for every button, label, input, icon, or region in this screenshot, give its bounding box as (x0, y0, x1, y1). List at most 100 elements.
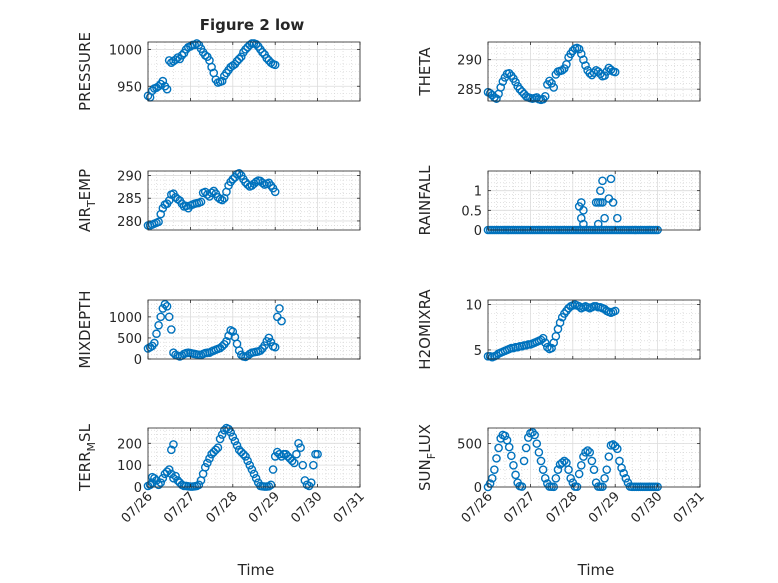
data-point (147, 472, 157, 482)
data-point (260, 341, 269, 350)
data-point (281, 449, 291, 459)
y-axis-label: TERRMSL (76, 423, 98, 492)
data-point (209, 447, 219, 457)
data-point (205, 454, 214, 463)
y-tick-label: 200 (117, 437, 142, 452)
x-tick-label: 07/28 (204, 489, 241, 526)
subplot-6: 5 10 H2OMIXRA (416, 289, 701, 370)
data-point (600, 474, 609, 483)
y-tick-label: 5 (474, 344, 482, 359)
data-point (217, 342, 227, 351)
data-point (509, 461, 518, 470)
data-point (292, 449, 301, 459)
data-point (270, 452, 280, 461)
data-point (243, 180, 252, 189)
x-tick-label: 07/30 (288, 489, 325, 526)
data-point (593, 67, 603, 76)
x-tick-label: 07/29 (246, 489, 283, 526)
data-point (194, 480, 204, 490)
data-point (258, 48, 267, 57)
data-point (598, 198, 607, 207)
data-point (500, 431, 510, 441)
data-point (504, 442, 514, 452)
data-point (532, 439, 542, 448)
y-axis-label: RAINFALL (416, 165, 434, 236)
y-axis-label: MIXDEPTH (76, 290, 94, 368)
data-point (232, 56, 242, 66)
y-axis-label-main: RAINFALL (416, 165, 434, 236)
y-axis-label: AIRTEMP (76, 169, 98, 232)
y-tick-label: 0 (474, 481, 482, 496)
data-point (192, 39, 202, 48)
data-point (241, 45, 250, 54)
y-axis-label-main: SUN (416, 459, 434, 491)
data-point (258, 178, 267, 188)
data-point (167, 445, 176, 455)
data-point (264, 333, 274, 343)
data-point (617, 463, 626, 473)
data-point (251, 39, 261, 49)
data-point (249, 469, 259, 479)
subplot-3: 280 285 290 AIRTEMP (76, 168, 361, 232)
data-point (579, 206, 588, 215)
data-point (169, 440, 178, 449)
data-point (507, 451, 516, 461)
data-point (171, 55, 180, 65)
data-point (160, 469, 170, 479)
data-point (243, 456, 252, 466)
data-point (534, 447, 544, 457)
y-axis-label-main: AIR (76, 207, 94, 232)
data-point (162, 467, 172, 477)
data-point (234, 445, 244, 455)
x-tick-label: 07/31 (671, 489, 708, 526)
data-point (598, 176, 607, 186)
data-point (596, 186, 605, 195)
axes-box (487, 170, 701, 231)
data-point (517, 482, 527, 491)
figure-title: Figure 2 low (200, 16, 305, 34)
axes-box (487, 299, 701, 360)
data-point (285, 454, 295, 463)
y-axis-label: THETA (416, 47, 434, 97)
y-axis-label-subscript: M (85, 442, 98, 452)
data-point (203, 458, 212, 468)
data-point (564, 465, 573, 474)
data-point (145, 480, 155, 490)
data-point (600, 71, 609, 80)
data-point (581, 61, 590, 70)
data-point (608, 198, 618, 207)
data-point (275, 304, 284, 313)
data-point (213, 443, 223, 452)
data-point (560, 456, 569, 466)
data-point (200, 463, 210, 472)
y-axis-label-main: THETA (416, 47, 434, 97)
data-point (521, 443, 531, 453)
data-point (547, 79, 556, 88)
data-point (610, 306, 620, 316)
y-axis-label-main: MIXDEPTH (76, 290, 94, 368)
data-point (309, 460, 318, 470)
data-point (234, 168, 244, 178)
data-point (150, 338, 159, 348)
x-tick-label: 07/30 (628, 489, 665, 526)
data-point (158, 304, 168, 313)
data-point (589, 465, 599, 474)
data-point (511, 77, 520, 87)
axes-box (147, 170, 361, 231)
data-point (177, 50, 187, 60)
data-point (519, 456, 529, 466)
data-point (613, 213, 622, 223)
data-point (576, 461, 586, 470)
data-point (275, 449, 284, 459)
data-point (492, 94, 501, 103)
data-point (606, 174, 616, 184)
x-axis-label: Time (237, 561, 275, 579)
y-axis-label: H2OMIXRA (416, 289, 434, 370)
y-tick-label: 285 (117, 192, 142, 207)
data-point (494, 443, 503, 453)
data-point (306, 478, 316, 487)
data-point (154, 320, 163, 330)
y-tick-label: 500 (117, 332, 142, 347)
data-point (564, 303, 573, 313)
data-point (547, 343, 556, 353)
